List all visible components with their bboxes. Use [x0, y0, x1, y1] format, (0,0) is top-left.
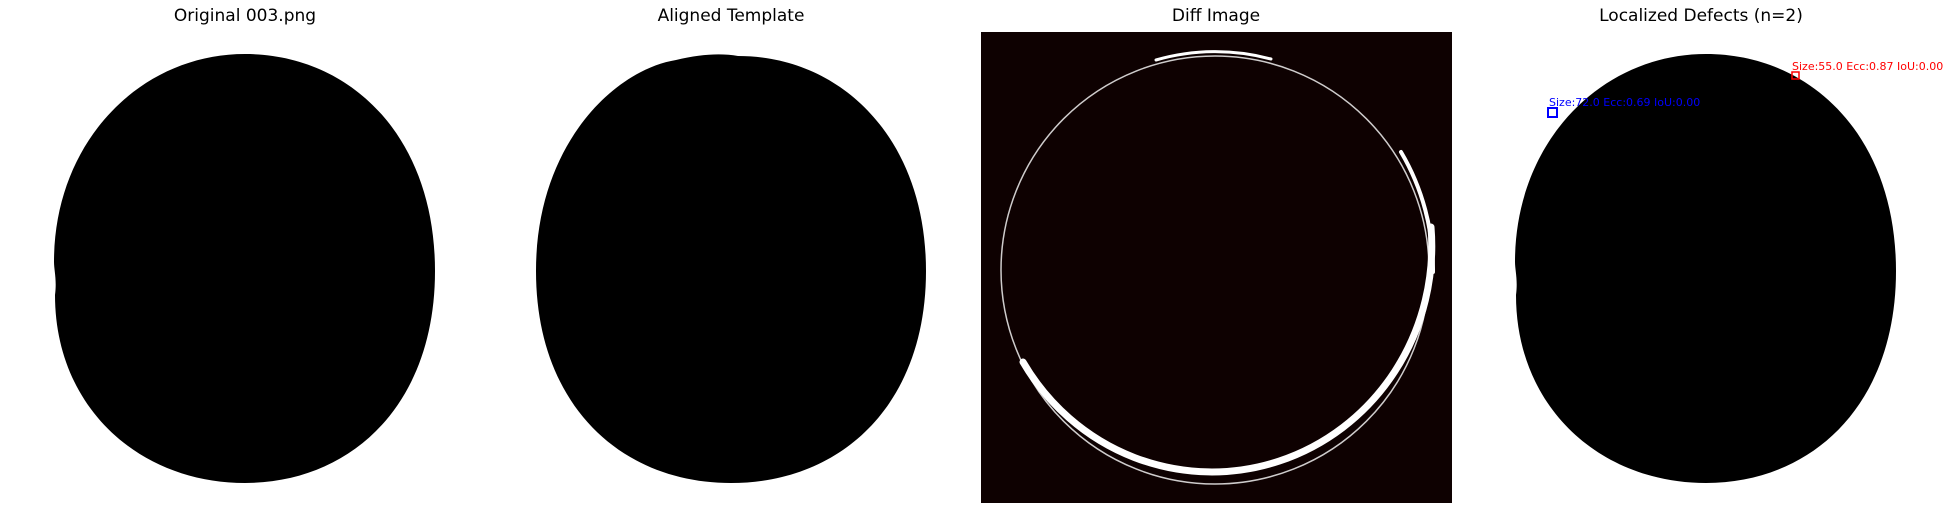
original-disc [54, 54, 435, 483]
diff-ring-bottom [1019, 223, 1436, 476]
defect-label-blue: Size:72.0 Ecc:0.69 IoU:0.00 [1549, 96, 1701, 109]
panel-title-aligned-template: Aligned Template [657, 6, 805, 26]
panel-title-diff-image: Diff Image [1171, 6, 1261, 26]
diff-ring-top [1154, 50, 1273, 62]
original-image [54, 54, 435, 483]
defect-box-blue [1547, 107, 1558, 118]
localized-defects-image [1515, 54, 1896, 483]
template-disc [536, 54, 926, 483]
defects-disc [1515, 54, 1896, 483]
aligned-template-image [536, 54, 926, 483]
diff-ring-right [1399, 150, 1436, 274]
defect-label-red: Size:55.0 Ecc:0.87 IoU:0.00 [1792, 60, 1944, 73]
diff-image [981, 32, 1452, 503]
defect-box-red [1791, 71, 1800, 80]
diff-background [981, 32, 1452, 503]
panel-title-original: Original 003.png [173, 6, 317, 26]
panel-title-localized-defects: Localized Defects (n=2) [1599, 6, 1803, 26]
